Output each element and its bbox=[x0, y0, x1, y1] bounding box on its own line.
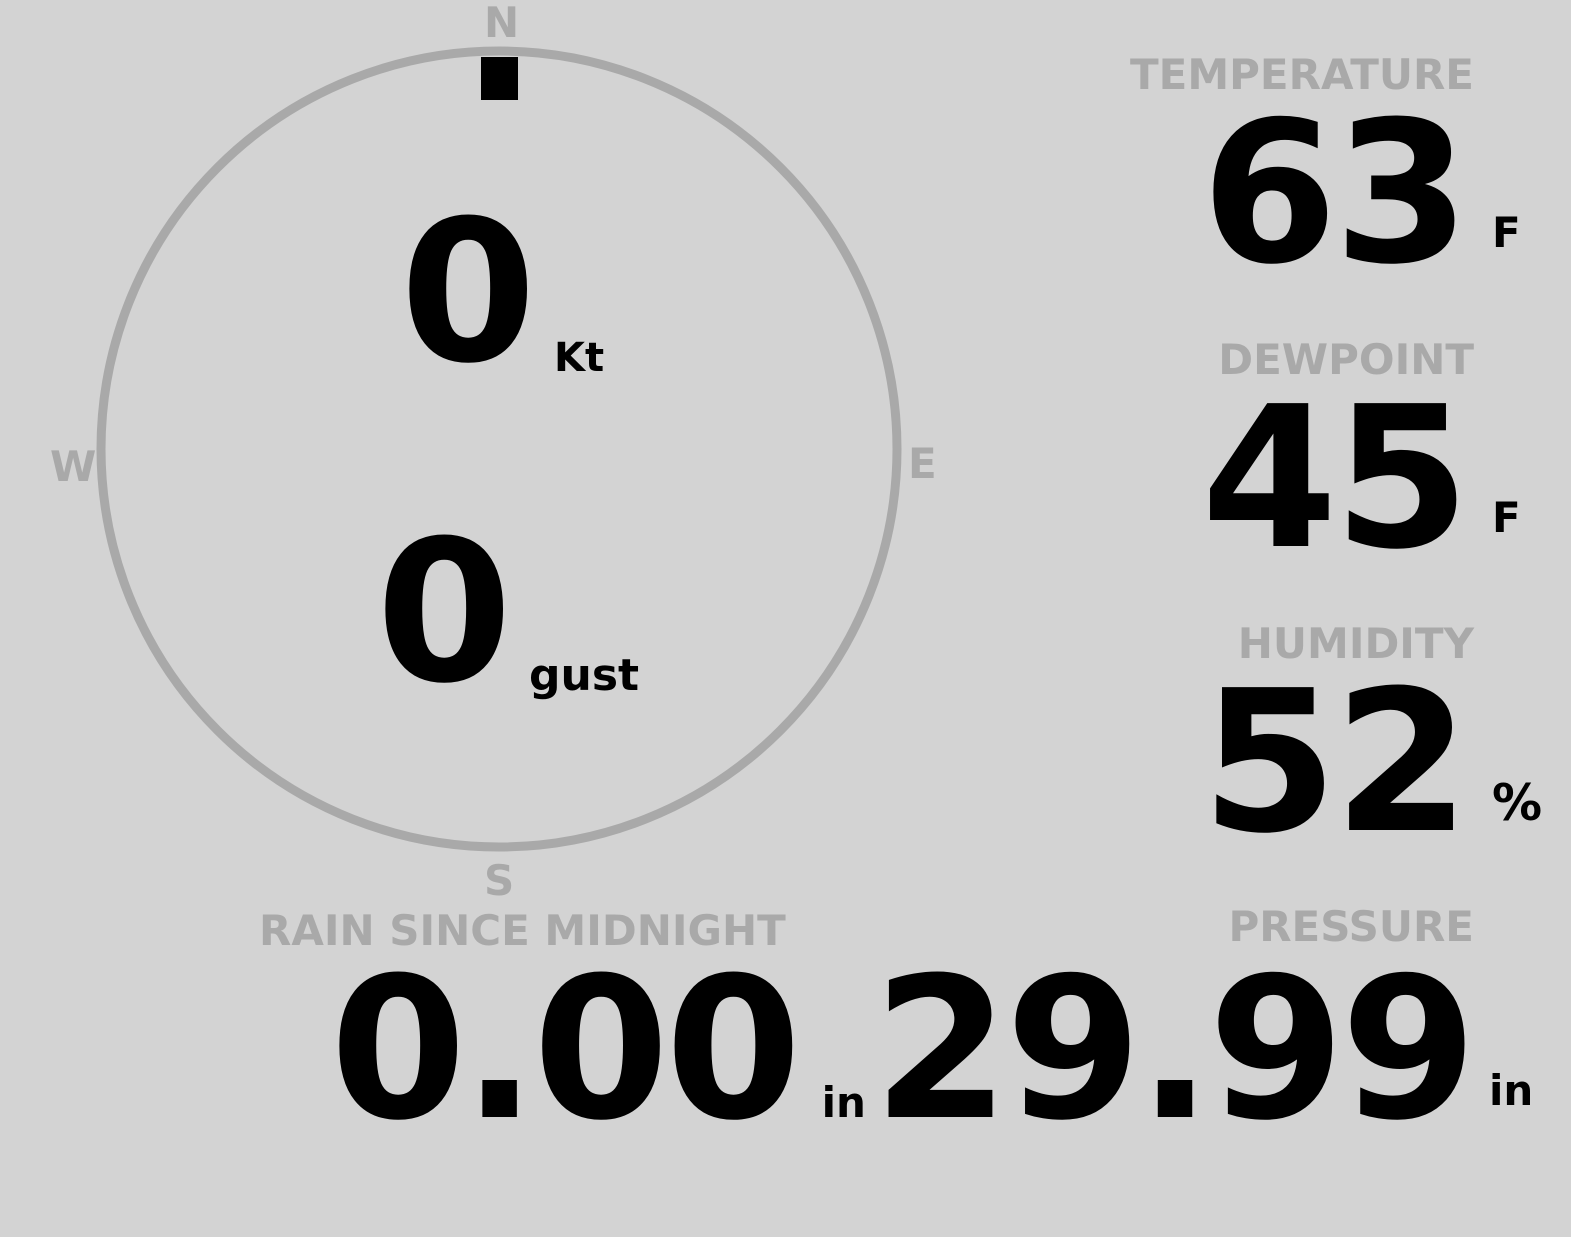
wind-gust-value: 0 bbox=[376, 499, 512, 727]
dewpoint-unit: F bbox=[1492, 493, 1521, 542]
pressure-unit: in bbox=[1489, 1066, 1534, 1115]
wind-speed-unit: Kt bbox=[554, 335, 605, 381]
dewpoint-value: 45 bbox=[1201, 365, 1470, 593]
rain-unit: in bbox=[821, 1078, 866, 1127]
temperature-label: TEMPERATURE bbox=[1130, 50, 1474, 99]
compass-west: W bbox=[50, 442, 97, 491]
compass-east: E bbox=[908, 439, 937, 488]
pressure-value: 29.99 bbox=[873, 936, 1477, 1164]
rain-reading: 0.00 in bbox=[330, 936, 866, 1164]
pressure-label: PRESSURE bbox=[1228, 902, 1474, 951]
wind-compass bbox=[96, 46, 902, 852]
rain-value: 0.00 bbox=[330, 936, 802, 1164]
humidity-label: HUMIDITY bbox=[1237, 619, 1474, 668]
humidity-value: 52 bbox=[1201, 649, 1470, 877]
rain-label: RAIN SINCE MIDNIGHT bbox=[259, 906, 786, 955]
dewpoint-label: DEWPOINT bbox=[1218, 335, 1474, 384]
wind-speed-value: 0 bbox=[400, 179, 536, 407]
compass-ring bbox=[96, 46, 902, 852]
temperature-unit: F bbox=[1492, 208, 1521, 257]
compass-north: N bbox=[484, 0, 520, 47]
compass-south: S bbox=[484, 856, 515, 905]
humidity-unit: % bbox=[1492, 774, 1543, 832]
temperature-value: 63 bbox=[1201, 80, 1470, 308]
wind-gust-unit: gust bbox=[529, 650, 640, 701]
wind-direction-marker bbox=[481, 57, 518, 100]
